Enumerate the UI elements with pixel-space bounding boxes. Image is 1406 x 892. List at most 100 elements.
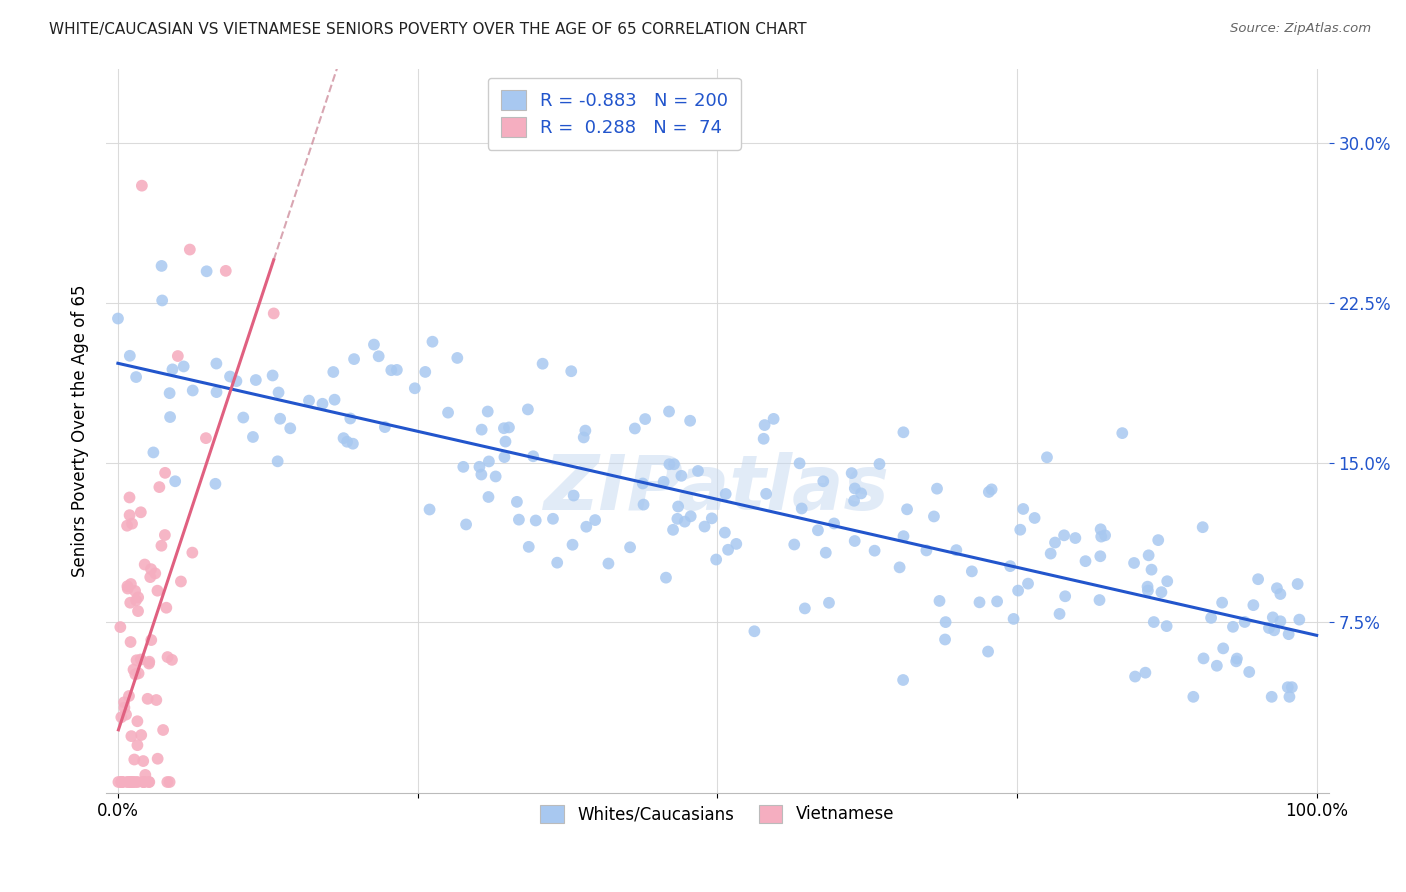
Point	[245, 373, 267, 387]
Point	[1147, 533, 1170, 548]
Point	[1278, 690, 1301, 704]
Point	[1263, 624, 1285, 638]
Point	[1261, 610, 1284, 624]
Point	[120, 775, 142, 789]
Point	[159, 775, 181, 789]
Text: WHITE/CAUCASIAN VS VIETNAMESE SENIORS POVERTY OVER THE AGE OF 65 CORRELATION CHA: WHITE/CAUCASIAN VS VIETNAMESE SENIORS PO…	[49, 22, 807, 37]
Point	[342, 436, 364, 450]
Point	[136, 691, 159, 706]
Point	[915, 543, 938, 558]
Point	[166, 349, 188, 363]
Point	[143, 566, 166, 581]
Point	[986, 594, 1008, 608]
Point	[138, 775, 160, 789]
Point	[671, 468, 693, 483]
Point	[311, 397, 333, 411]
Point	[1064, 531, 1087, 545]
Point	[477, 404, 499, 418]
Point	[456, 517, 478, 532]
Y-axis label: Seniors Poverty Over the Age of 65: Seniors Poverty Over the Age of 65	[72, 285, 89, 577]
Point	[112, 695, 135, 709]
Point	[1140, 563, 1163, 577]
Point	[385, 363, 408, 377]
Point	[522, 449, 544, 463]
Point	[339, 411, 361, 425]
Point	[546, 556, 568, 570]
Point	[631, 476, 654, 491]
Point	[267, 385, 290, 400]
Point	[242, 430, 264, 444]
Point	[215, 264, 238, 278]
Point	[332, 431, 354, 445]
Point	[1090, 522, 1112, 536]
Point	[225, 374, 247, 388]
Point	[367, 349, 389, 363]
Point	[419, 502, 441, 516]
Point	[194, 431, 217, 445]
Point	[153, 466, 176, 480]
Point	[1288, 613, 1310, 627]
Point	[146, 583, 169, 598]
Point	[118, 491, 141, 505]
Point	[150, 539, 173, 553]
Point	[181, 384, 204, 398]
Point	[120, 635, 142, 649]
Point	[658, 457, 681, 471]
Point	[1137, 549, 1160, 563]
Point	[793, 601, 815, 615]
Point	[1010, 523, 1032, 537]
Point	[110, 620, 132, 634]
Point	[1237, 665, 1260, 679]
Point	[1123, 556, 1146, 570]
Point	[127, 604, 149, 618]
Point	[1136, 580, 1159, 594]
Point	[598, 557, 620, 571]
Point	[686, 464, 709, 478]
Point	[1222, 620, 1244, 634]
Point	[652, 475, 675, 489]
Text: Source: ZipAtlas.com: Source: ZipAtlas.com	[1230, 22, 1371, 36]
Point	[762, 412, 785, 426]
Point	[1053, 528, 1076, 542]
Point	[115, 707, 138, 722]
Point	[679, 414, 702, 428]
Point	[1265, 581, 1288, 595]
Point	[181, 546, 204, 560]
Point	[150, 293, 173, 308]
Point	[889, 560, 911, 574]
Point	[1156, 619, 1178, 633]
Point	[232, 410, 254, 425]
Point	[121, 775, 143, 789]
Point	[807, 523, 830, 537]
Point	[714, 525, 737, 540]
Point	[145, 693, 167, 707]
Point	[1012, 502, 1035, 516]
Point	[139, 570, 162, 584]
Point	[125, 593, 148, 607]
Point	[142, 445, 165, 459]
Point	[138, 655, 160, 669]
Point	[1111, 426, 1133, 441]
Point	[624, 421, 647, 435]
Point	[160, 653, 183, 667]
Point	[1258, 621, 1281, 635]
Point	[1182, 690, 1205, 704]
Point	[935, 615, 957, 629]
Point	[693, 519, 716, 533]
Point	[619, 541, 641, 555]
Point	[118, 349, 141, 363]
Point	[1049, 607, 1071, 621]
Point	[813, 475, 835, 489]
Point	[662, 457, 685, 471]
Point	[195, 264, 218, 278]
Point	[162, 362, 184, 376]
Point	[129, 728, 152, 742]
Point	[1043, 535, 1066, 549]
Point	[1270, 587, 1292, 601]
Point	[413, 365, 436, 379]
Point	[1233, 615, 1256, 629]
Point	[679, 509, 702, 524]
Point	[844, 533, 866, 548]
Point	[127, 591, 149, 605]
Point	[1192, 651, 1215, 665]
